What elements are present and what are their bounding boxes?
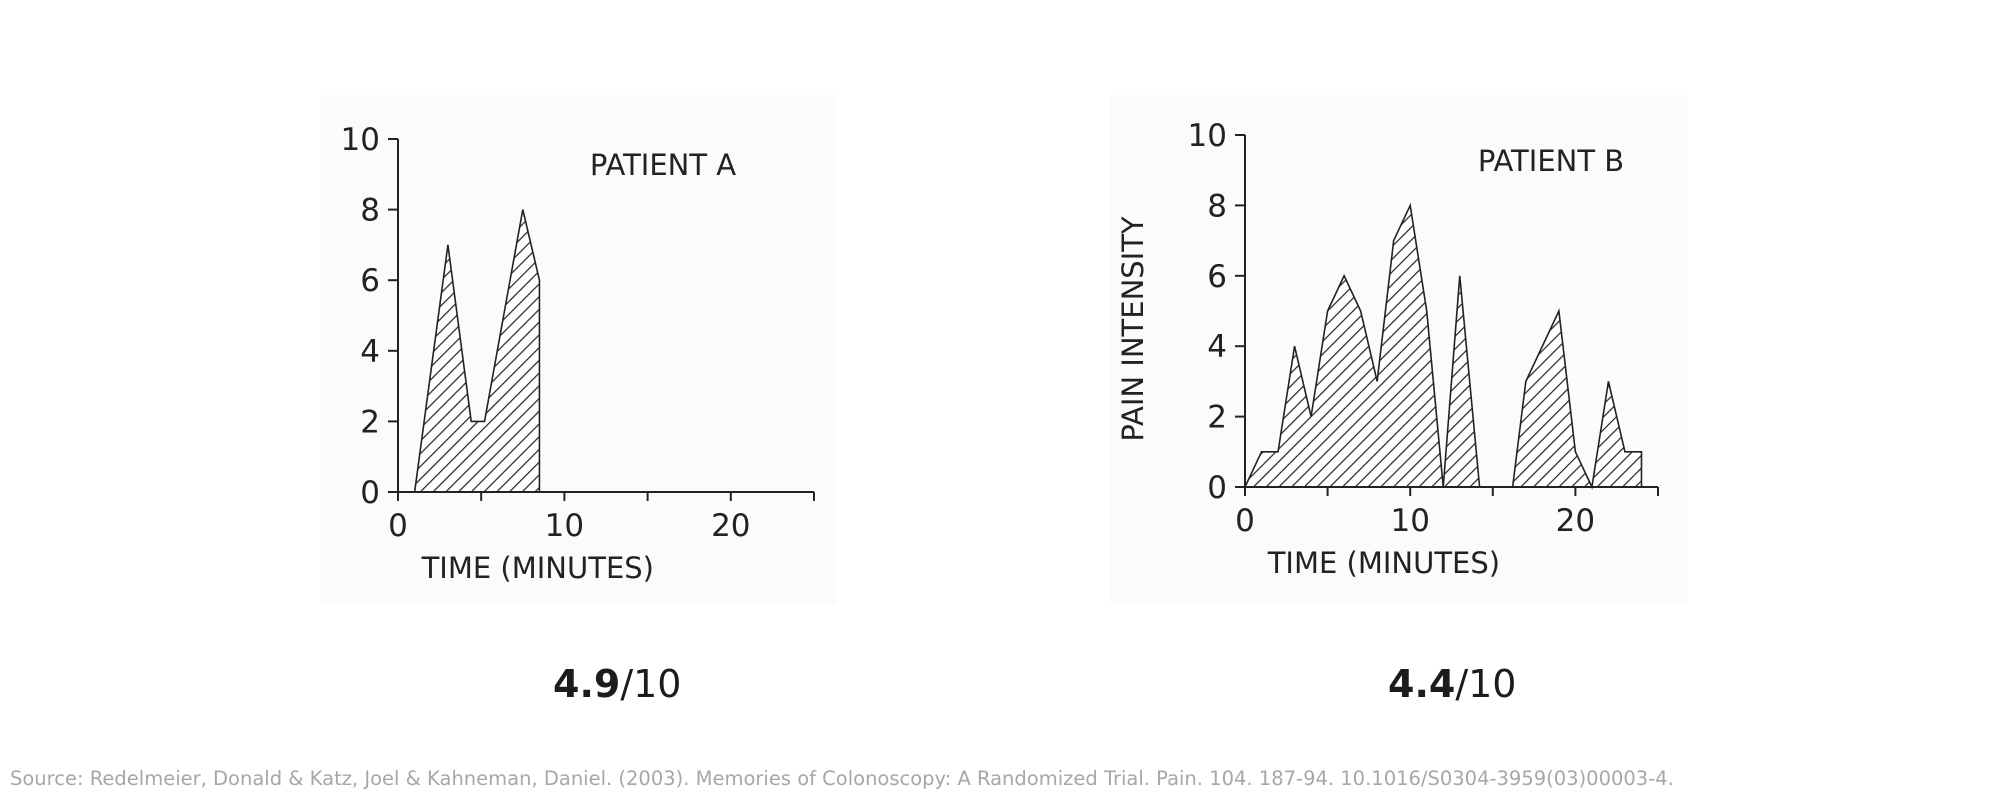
pain-area-a [413, 209, 541, 493]
y-tick-label-a-0: 0 [360, 475, 380, 511]
score-b-value: 4.4 [1388, 662, 1456, 706]
chart-patient-a: 0 2 4 6 8 10 0 10 20 PATIENT A TIME (MINUTES) [320, 95, 837, 605]
x-tick-label-b-10: 10 [1390, 503, 1429, 539]
score-b-scale: /10 [1455, 662, 1517, 706]
score-a-value: 4.9 [553, 662, 621, 706]
chart-patient-b-svg: 0 2 4 6 8 10 0 10 20 PATIENT B TIME (MINUTES) PAIN … [1116, 118, 1659, 580]
y-tick-label-a-8: 8 [360, 193, 380, 229]
y-tick-label-b-8: 8 [1207, 188, 1227, 224]
score-a-scale: /10 [620, 662, 682, 706]
chart-patient-a-svg: 0 2 4 6 8 10 0 10 20 PATIENT A TIME (MINUTES) [341, 122, 815, 585]
y-tick-label-b-6: 6 [1207, 259, 1227, 295]
y-tick-label-b-0: 0 [1207, 470, 1227, 506]
y-tick-label-a-4: 4 [360, 334, 380, 370]
x-tick-label-a-10: 10 [545, 508, 584, 544]
score-patient-a: 4.9/10 [553, 662, 681, 706]
pain-area-b [1243, 202, 1643, 490]
y-tick-label-b-4: 4 [1207, 329, 1227, 365]
x-tick-label-b-0: 0 [1235, 503, 1255, 539]
y-tick-label-b-10: 10 [1188, 118, 1227, 154]
x-axis-label-a: TIME (MINUTES) [421, 551, 654, 585]
y-tick-label-b-2: 2 [1207, 400, 1227, 436]
y-axis-label-b: PAIN INTENSITY [1116, 216, 1150, 442]
y-tick-label-a-2: 2 [360, 404, 380, 440]
chart-patient-b: 0 2 4 6 8 10 0 10 20 PATIENT B TIME (MINUTES) PAIN … [1110, 95, 1687, 605]
x-tick-label-a-20: 20 [711, 508, 750, 544]
source-citation: Source: Redelmeier, Donald & Katz, Joel … [10, 767, 1674, 790]
score-patient-b: 4.4/10 [1388, 662, 1516, 706]
chart-title-b: PATIENT B [1478, 144, 1624, 178]
x-tick-label-a-0: 0 [388, 508, 408, 544]
y-tick-label-a-6: 6 [360, 263, 380, 299]
y-tick-label-a-10: 10 [341, 122, 380, 158]
x-axis-label-b: TIME (MINUTES) [1267, 546, 1500, 580]
x-tick-label-b-20: 20 [1556, 503, 1595, 539]
chart-title-a: PATIENT A [590, 148, 736, 182]
